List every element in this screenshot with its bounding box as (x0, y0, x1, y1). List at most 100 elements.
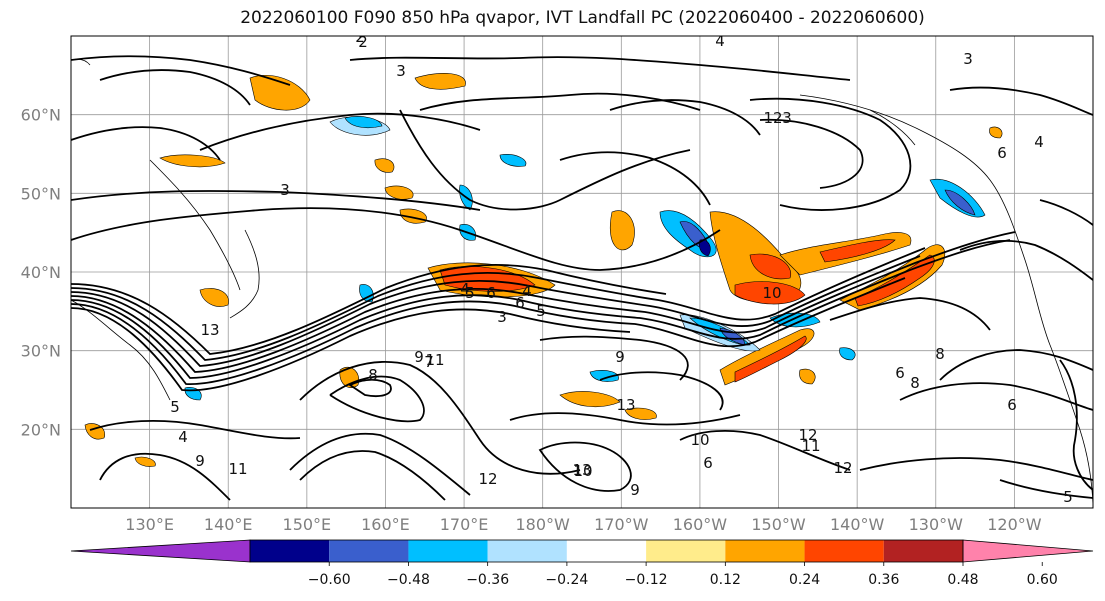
colorbar-extend-low (70, 539, 251, 563)
anomaly-region (839, 347, 856, 361)
contour-label: 12 (763, 109, 782, 127)
colorbar: −0.60 −0.48 −0.36 −0.24 −0.12 0.12 0.24 0.36 0.4… (70, 539, 1094, 588)
anomaly-region (159, 154, 226, 168)
contour-label: 3 (963, 50, 973, 68)
anomaly-region (134, 456, 156, 467)
contour-line (899, 382, 1093, 411)
colorbar-tick-label: 0.60 (1027, 572, 1058, 588)
colorbar-band (408, 540, 488, 562)
contour-label: 13 (572, 461, 591, 479)
contour-line (949, 86, 1093, 116)
contour-line (509, 412, 741, 426)
coastline-layer (71, 58, 1093, 506)
anomaly-region (624, 407, 657, 420)
contour-label: 8 (910, 374, 920, 392)
colorbar-band (725, 540, 805, 562)
anomaly-region (384, 185, 414, 200)
contour-label: 11 (801, 437, 820, 455)
contour-label: 4 (178, 428, 188, 446)
contour-label: 10 (762, 284, 781, 302)
contour-line (759, 118, 864, 189)
longitude-labels: 130°E 140°E 150°E 160°E 170°E 180°W 170°W 160°W… (125, 515, 1041, 534)
contour-label: 5 (465, 284, 475, 302)
coastline (1049, 344, 1093, 506)
contour-label: 3 (497, 308, 507, 326)
contour-label: 13 (200, 321, 219, 339)
colorbar-extend-high (962, 539, 1094, 563)
lon-tick-label: 150°E (283, 515, 332, 534)
contour-label: 6 (1007, 396, 1017, 414)
lon-tick-label: 140°W (830, 515, 885, 534)
contour-label: 10 (690, 431, 709, 449)
contour-label: 8 (368, 366, 378, 384)
colorbar-band (329, 540, 409, 562)
lon-tick-label: 130°E (125, 515, 174, 534)
lon-tick-label: 160°W (673, 515, 728, 534)
contour-label: 4 (715, 32, 725, 50)
anomaly-region (698, 239, 711, 257)
anomaly-region (414, 73, 466, 90)
contour-label: 4 (522, 282, 532, 300)
colorbar-band (646, 540, 726, 562)
contour-label: 6 (997, 144, 1007, 162)
contour-line (299, 361, 581, 475)
anomaly-region (734, 335, 807, 383)
colorbar-tick-label: 0.24 (789, 572, 820, 588)
contour-label: 9 (615, 348, 625, 366)
contour-label: 7 (424, 353, 434, 371)
contour-label: 13 (616, 396, 635, 414)
contour-line (71, 55, 291, 86)
colorbar-tick-label: −0.12 (625, 572, 668, 588)
colorbar-band (883, 540, 963, 562)
colorbar-band (487, 540, 567, 562)
lon-tick-label: 170°W (594, 515, 649, 534)
anomaly-region (499, 154, 527, 167)
colorbar-band (250, 540, 330, 562)
coastline (869, 109, 916, 146)
coastline (799, 94, 1051, 346)
anomaly-region (749, 253, 792, 280)
contour-label: 12 (833, 459, 852, 477)
colorbar-tick-label: 0.48 (947, 572, 978, 588)
coastline (71, 299, 171, 401)
chart-title: 2022060100 F090 850 hPa qvapor, IVT Land… (240, 8, 925, 28)
contour-line (559, 151, 711, 206)
contour-line (679, 429, 851, 471)
contour-line (1039, 199, 1093, 226)
anomaly-region (199, 288, 229, 307)
contour-line (609, 99, 761, 136)
colorbar-tick-label: 0.36 (868, 572, 899, 588)
anomaly-region (944, 189, 976, 216)
anomaly-region (589, 370, 619, 382)
colorbar-tick-label: 0.12 (710, 572, 741, 588)
contour-line (71, 277, 906, 385)
lon-tick-label: 150°W (751, 515, 806, 534)
contour-line (1059, 359, 1093, 491)
contour-label: 4 (460, 280, 470, 298)
anomaly-region (374, 158, 395, 173)
contour-line (71, 231, 1016, 373)
contour-label: 11 (228, 460, 247, 478)
map-border (70, 35, 1094, 509)
contour-label: 2 (358, 33, 368, 51)
contour-label: 9 (630, 481, 640, 499)
lat-tick-label: 40°N (21, 263, 61, 282)
contour-line (999, 479, 1093, 499)
colorbar-band (804, 540, 884, 562)
contour-label: 3 (396, 62, 406, 80)
contour-line (829, 297, 991, 331)
contour-line (99, 452, 231, 501)
contour-layer (71, 55, 1093, 501)
contour-line (99, 69, 251, 106)
lon-tick-label: 170°E (440, 515, 489, 534)
contour-line (71, 247, 926, 361)
contour-line (289, 432, 471, 496)
anomaly-region (249, 74, 311, 111)
contour-line (89, 419, 301, 440)
anomaly-fill-layer (84, 73, 1003, 467)
contour-label: 9 (195, 452, 205, 470)
contour-label: 3 (782, 109, 792, 127)
contour-label: 5 (170, 398, 180, 416)
